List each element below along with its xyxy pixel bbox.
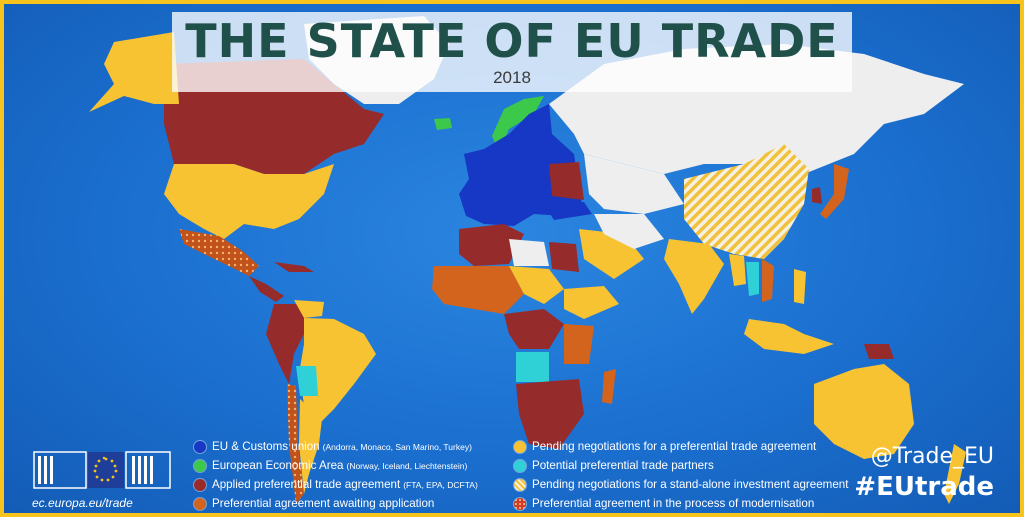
region-new-zealand — [944, 444, 966, 504]
region-malaysia-indonesia — [744, 319, 834, 354]
european-commission-logo-icon — [33, 451, 171, 489]
legend-swatch — [194, 440, 206, 453]
hashtag[interactable]: #EUtrade — [854, 472, 994, 502]
region-central-america — [249, 276, 284, 302]
region-europe-eu — [459, 104, 582, 226]
region-usa — [164, 164, 334, 239]
legend-swatch — [194, 459, 206, 472]
legend-label: Applied preferential trade agreement — [212, 478, 401, 491]
region-myanmar — [729, 254, 746, 286]
legend-swatch — [514, 459, 526, 472]
legend-note: (FTA, EPA, DCFTA) — [403, 479, 478, 490]
region-bolivia — [296, 366, 318, 396]
region-west-africa — [432, 266, 524, 314]
region-korea — [812, 187, 822, 204]
legend-swatch — [194, 478, 206, 491]
legend-swatch — [194, 497, 206, 510]
region-alaska — [89, 32, 179, 112]
region-png — [864, 344, 894, 359]
region-madagascar — [602, 369, 616, 404]
region-japan — [820, 164, 849, 219]
region-eastern-partners — [549, 162, 584, 200]
legend-item: Preferential agreement awaiting applicat… — [194, 497, 434, 510]
legend-item: Pending negotiations for a stand-alone i… — [514, 478, 848, 491]
legend-label: Preferential agreement in the process of… — [532, 497, 815, 510]
legend-label: EU & Customs union — [212, 440, 320, 453]
region-china — [684, 144, 809, 259]
legend-label: Preferential agreement awaiting applicat… — [212, 497, 435, 510]
region-australia — [814, 364, 914, 459]
region-philippines — [794, 269, 806, 304]
region-vietnam — [762, 259, 774, 302]
region-caribbean — [274, 262, 314, 272]
legend-item: Preferential agreement in the process of… — [514, 497, 814, 510]
title-banner: THE STATE OF EU TRADE 2018 — [172, 12, 852, 92]
region-mexico — [179, 229, 259, 276]
legend-swatch — [514, 497, 526, 510]
legend-label: Pending negotiations for a preferential … — [532, 440, 817, 453]
website-link[interactable]: ec.europa.eu/trade — [32, 496, 133, 510]
region-horn — [564, 286, 619, 319]
legend-item: Applied preferential trade agreement (FTA… — [194, 478, 478, 491]
legend-note: (Norway, Iceland, Liechtenstein) — [346, 460, 468, 471]
legend-swatch — [514, 440, 526, 453]
region-north-africa-applied — [459, 224, 524, 266]
legend-item: European Economic Area (Norway, Iceland, … — [194, 459, 467, 472]
region-argentina — [299, 399, 322, 494]
page-title: THE STATE OF EU TRADE — [185, 14, 839, 68]
region-india — [664, 239, 724, 314]
region-brazil — [299, 318, 376, 424]
legend-label: Pending negotiations for a stand-alone i… — [532, 478, 849, 491]
legend-label: Potential preferential trade partners — [532, 459, 714, 472]
region-venezuela — [294, 300, 324, 318]
legend-item: EU & Customs union (Andorra, Monaco, San … — [194, 440, 472, 453]
region-southern-africa — [516, 379, 584, 449]
legend-note: (Andorra, Monaco, San Marino, Turkey) — [322, 441, 472, 452]
legend-label: European Economic Area — [212, 459, 344, 472]
map-legend: EU & Customs union (Andorra, Monaco, San … — [194, 440, 848, 513]
region-thailand — [746, 262, 759, 296]
legend-swatch — [514, 478, 526, 491]
region-east-africa — [564, 324, 594, 364]
region-central-asia — [584, 154, 684, 214]
legend-item: Pending negotiations for a preferential … — [514, 440, 816, 453]
region-turkey — [544, 202, 592, 220]
region-central-africa — [504, 309, 564, 349]
region-colombia-peru — [266, 304, 309, 384]
legend-item: Potential preferential trade partners — [514, 459, 714, 472]
region-iceland — [434, 118, 452, 130]
region-angola — [516, 352, 549, 382]
region-sahel — [509, 266, 564, 304]
region-chile — [287, 384, 304, 504]
year-label: 2018 — [493, 68, 531, 87]
region-iran — [594, 214, 664, 249]
twitter-handle[interactable]: @Trade_EU — [870, 444, 994, 469]
region-egypt — [549, 242, 579, 272]
region-libya — [509, 239, 549, 266]
ec-logo: ec.europa.eu/trade — [32, 444, 172, 510]
